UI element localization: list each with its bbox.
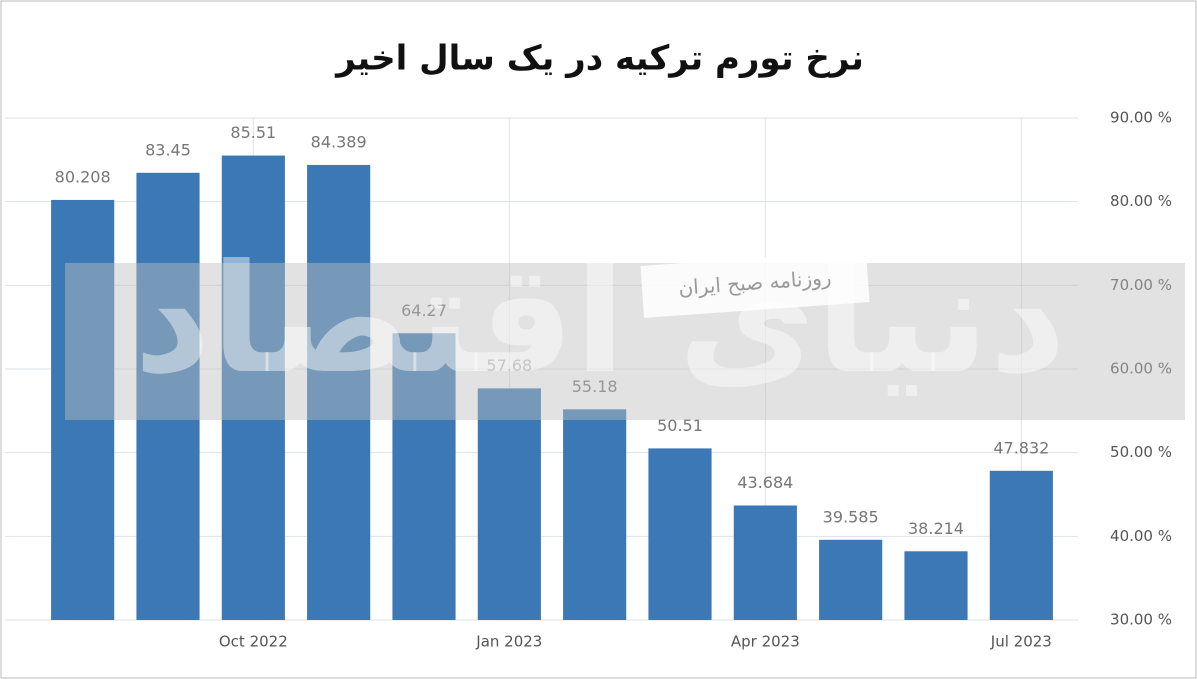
value-label: 43.684 [737, 473, 793, 492]
y-tick-label: 40.00 % [1110, 527, 1172, 545]
x-tick-label: Oct 2022 [219, 633, 288, 651]
y-tick-label: 30.00 % [1110, 611, 1172, 629]
bar [477, 388, 541, 620]
watermark-logo: دنیای اقتصاد [134, 233, 1067, 407]
value-label: 85.51 [230, 123, 276, 142]
value-label: 64.27 [401, 301, 447, 320]
bar [51, 199, 115, 621]
chart-title: نرخ تورم ترکیه در یک سال اخیر [334, 39, 864, 79]
watermark-band [65, 263, 1185, 420]
x-tick-label: Jul 2023 [990, 633, 1052, 651]
bar [904, 551, 968, 620]
bar [221, 155, 285, 620]
value-label: 55.18 [572, 377, 618, 396]
bar [819, 539, 883, 620]
value-label: 80.208 [55, 167, 111, 186]
bar [136, 172, 200, 620]
x-tick-label: Jan 2023 [475, 633, 542, 651]
bar [648, 448, 712, 620]
bar [989, 470, 1053, 620]
value-label: 39.585 [823, 507, 879, 526]
value-label: 47.832 [993, 438, 1049, 457]
value-label: 57.68 [486, 356, 532, 375]
bar [563, 409, 627, 620]
value-label: 50.51 [657, 416, 703, 435]
bar [733, 505, 797, 620]
y-tick-label: 90.00 % [1110, 109, 1172, 127]
value-label: 84.389 [311, 132, 367, 151]
watermark-box [640, 250, 870, 318]
y-tick-label: 70.00 % [1110, 276, 1172, 294]
bar [307, 164, 371, 620]
y-tick-label: 80.00 % [1110, 192, 1172, 210]
value-label: 83.45 [145, 140, 191, 159]
bar [392, 333, 456, 620]
x-tick-label: Apr 2023 [731, 633, 800, 651]
y-tick-label: 60.00 % [1110, 360, 1172, 378]
value-label: 38.214 [908, 519, 964, 538]
y-tick-label: 50.00 % [1110, 443, 1172, 461]
